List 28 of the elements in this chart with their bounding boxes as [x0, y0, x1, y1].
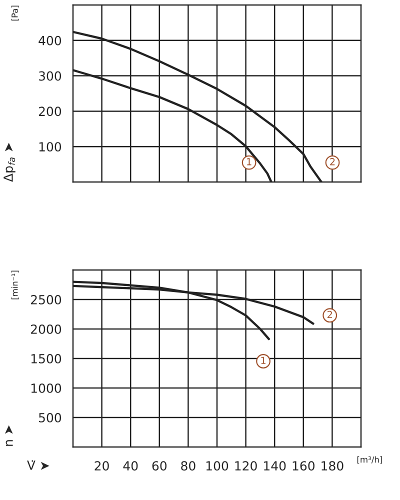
y-tick-label: 2500: [30, 294, 62, 304]
x-axis-title: V̇ ➤: [27, 460, 50, 470]
y-tick-label: 2000: [30, 324, 62, 334]
x-tick-label: 40: [123, 461, 138, 471]
y-tick-label: 200: [38, 106, 62, 116]
y-tick-label: 300: [38, 71, 62, 81]
x-tick-label: 80: [181, 461, 196, 471]
series-label: 1: [261, 356, 266, 364]
x-tick-label: 100: [206, 461, 228, 471]
text: [Pa]: [11, 6, 19, 21]
y-tick-label: 100: [39, 142, 62, 152]
series-label: 2: [327, 310, 332, 318]
y-tick-label: 1500: [31, 354, 62, 364]
y-tick-label: 400: [38, 36, 62, 46]
text: [min⁻¹]: [11, 270, 19, 300]
x-tick-label: 140: [264, 461, 286, 471]
series-label: 2: [330, 158, 335, 166]
y-axis-title: Δp$_{fa}$ ➤: [4, 142, 16, 182]
x-tick-label: 60: [152, 461, 167, 471]
x-tick-label: 120: [235, 461, 257, 471]
series-label: 1: [247, 158, 252, 166]
y-tick-label: 1000: [31, 383, 62, 393]
y-tick-label: 500: [38, 412, 62, 422]
x-tick-label: 180: [322, 461, 344, 471]
y-axis-title: n ➤: [4, 425, 13, 446]
x-tick-label: 160: [292, 461, 314, 471]
text: [m³/h]: [357, 456, 382, 464]
x-tick-label: 20: [94, 461, 109, 471]
